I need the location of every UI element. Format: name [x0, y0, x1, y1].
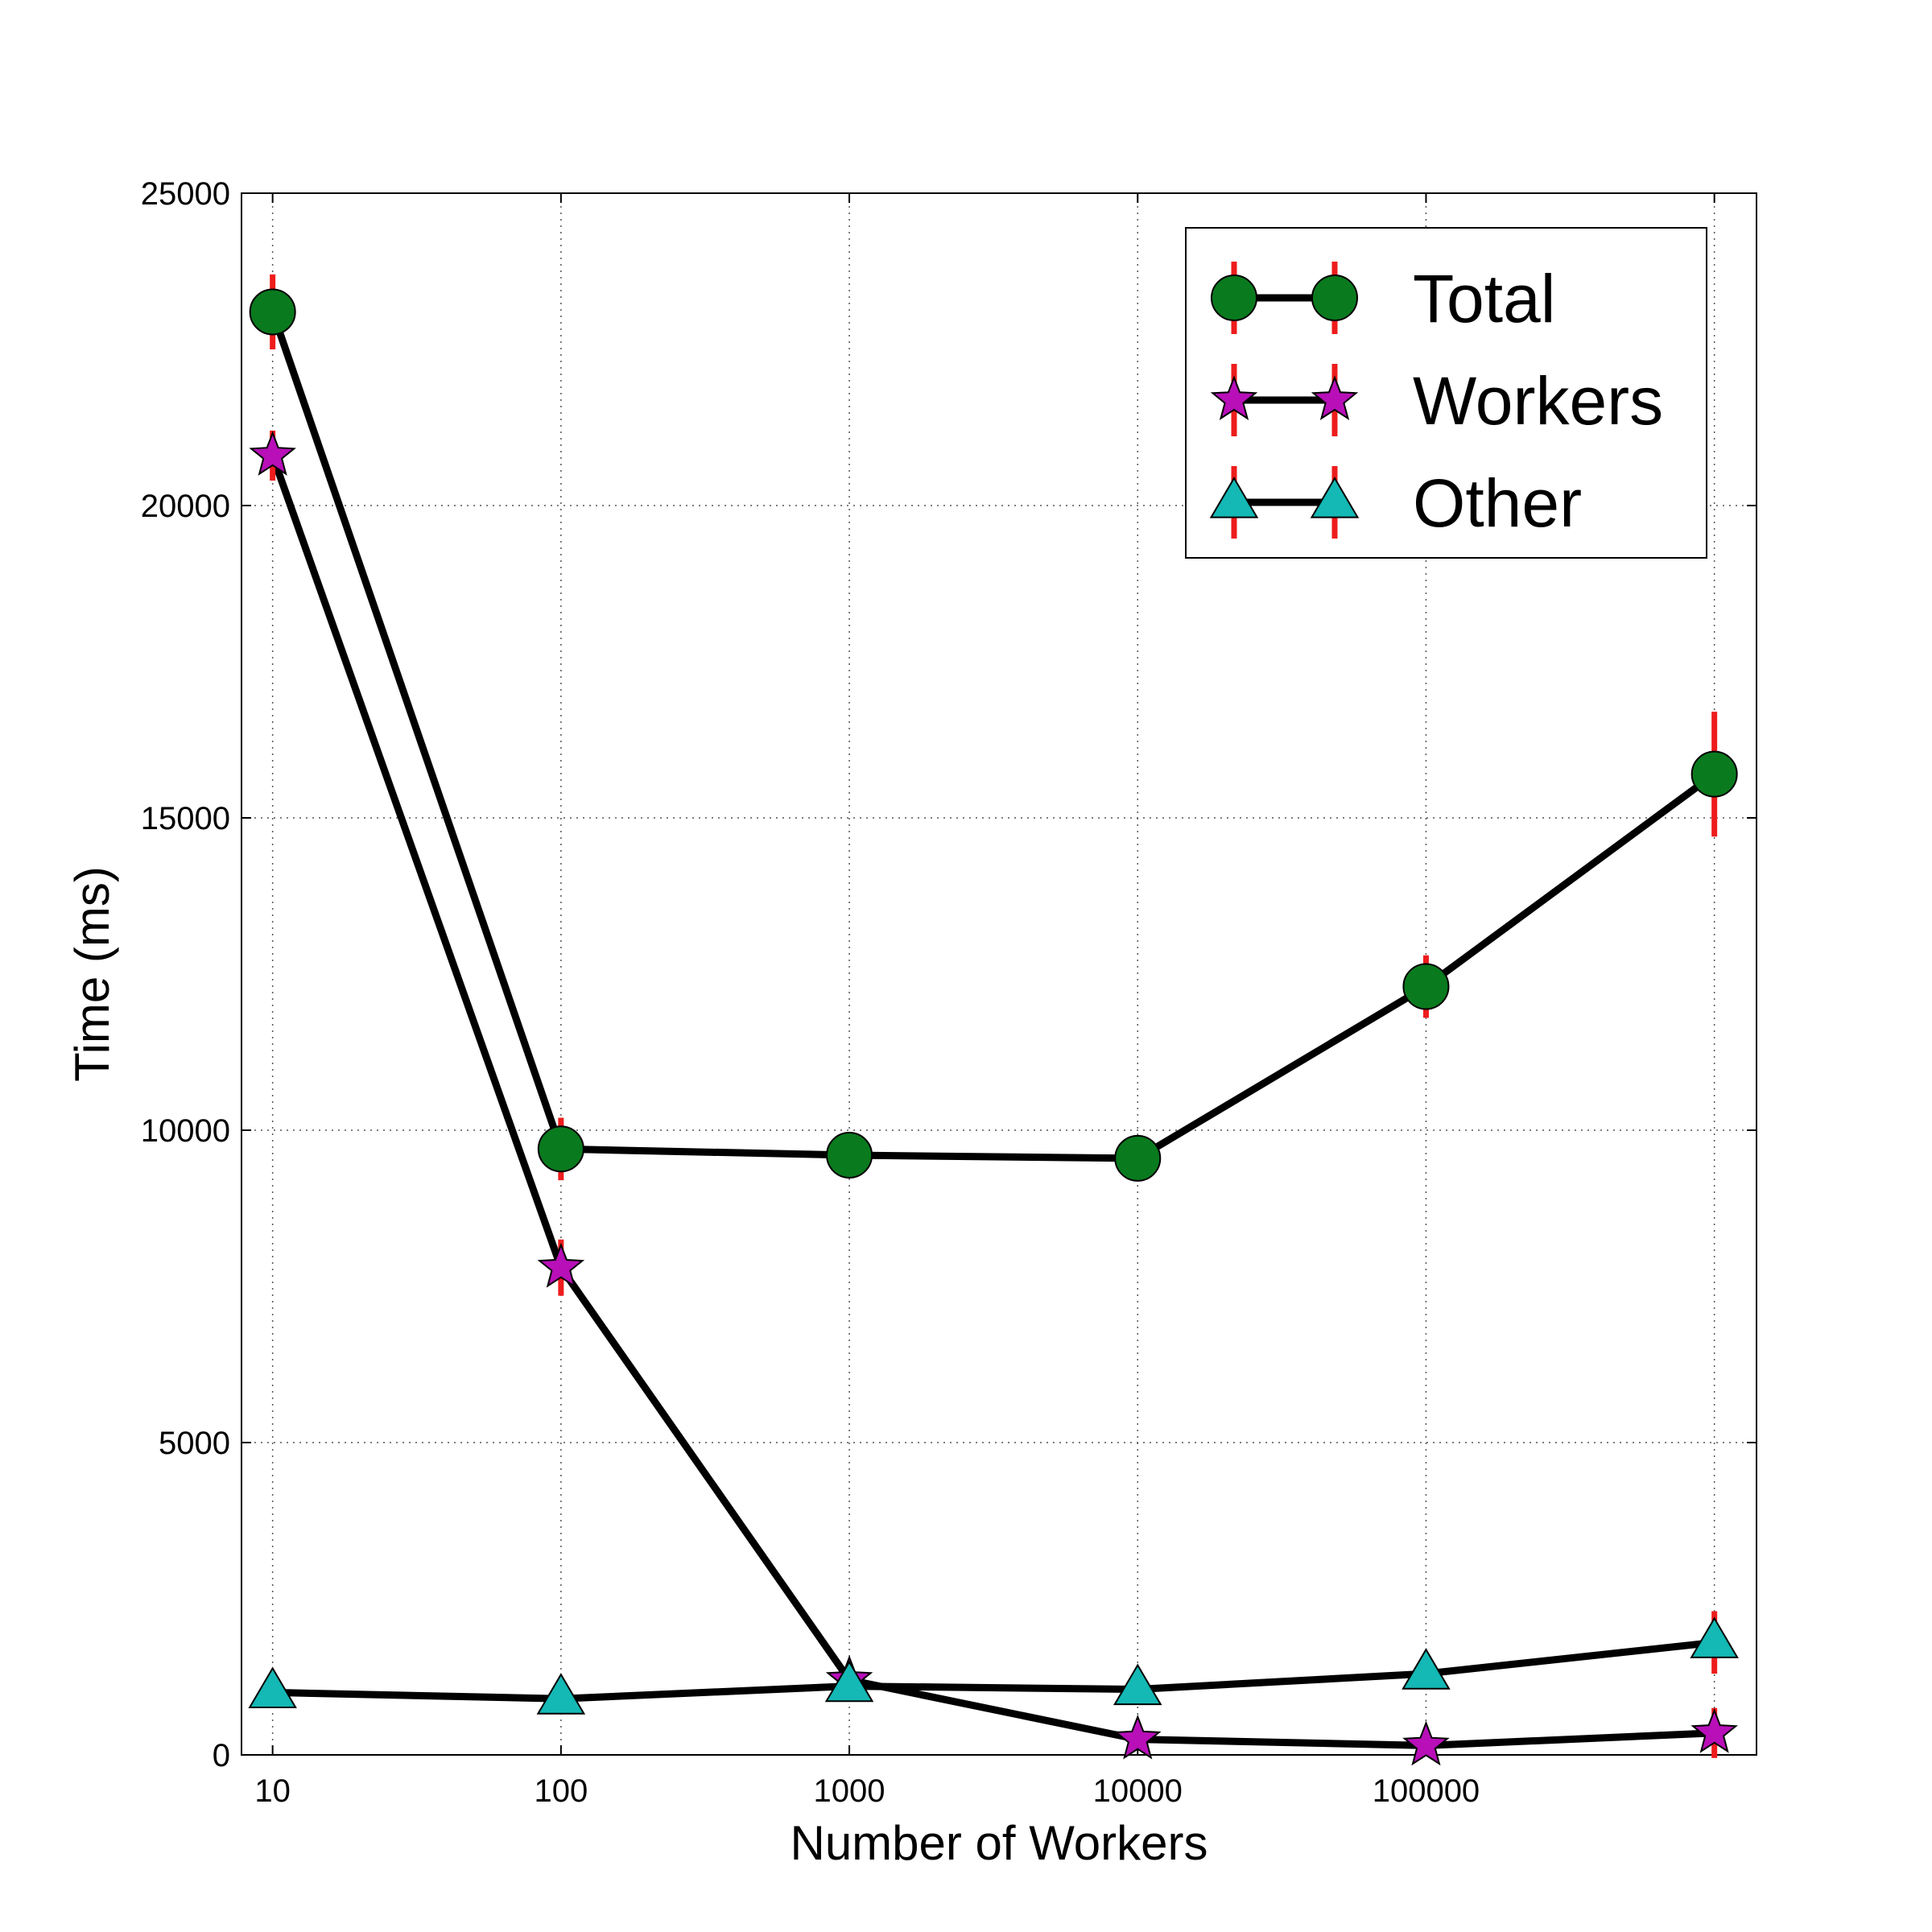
- series-line-workers: [269, 454, 1715, 1749]
- x-tick-label: 10: [254, 1773, 291, 1809]
- data-point-other: [1113, 1663, 1162, 1706]
- x-tick-label: 10000: [1093, 1773, 1183, 1809]
- data-point-workers: [249, 431, 296, 476]
- series-line-other: [272, 1638, 1715, 1703]
- y-axis-label: Time (ms): [65, 866, 119, 1082]
- data-point-total: [537, 1125, 584, 1173]
- data-point-total: [1114, 1134, 1162, 1182]
- data-point-other: [536, 1673, 586, 1715]
- legend-marker-other: [1209, 477, 1259, 518]
- data-markers: [248, 288, 1739, 1766]
- x-tick-label: 100000: [1373, 1773, 1480, 1809]
- axis-ticks: 10 100 1000 10000 100000 0 5000 10000 15000 20000…: [141, 176, 1757, 1809]
- y-tick-label: 10000: [141, 1113, 230, 1149]
- data-point-other: [248, 1666, 297, 1708]
- data-point-total: [249, 288, 296, 336]
- legend-label-workers: Workers: [1413, 363, 1663, 439]
- x-axis-label: Number of Workers: [790, 1816, 1208, 1870]
- legend: Total Workers Other: [1185, 227, 1707, 559]
- y-tick-label: 15000: [141, 801, 230, 836]
- y-tick-label: 5000: [159, 1426, 230, 1461]
- legend-label-other: Other: [1413, 465, 1582, 541]
- data-point-other: [1690, 1616, 1739, 1658]
- data-point-total: [1402, 963, 1450, 1010]
- y-tick-label: 20000: [141, 489, 230, 524]
- legend-marker-other: [1310, 477, 1360, 518]
- legend-marker-workers: [1311, 375, 1359, 420]
- data-point-workers: [1402, 1720, 1450, 1766]
- plot-area-frame: [241, 192, 1757, 1756]
- data-point-total: [1690, 750, 1738, 798]
- x-tick-label: 100: [534, 1773, 588, 1809]
- data-point-other: [824, 1660, 874, 1703]
- legend-label-total: Total: [1413, 261, 1555, 336]
- data-point-workers: [1690, 1708, 1738, 1753]
- y-tick-label: 0: [213, 1738, 230, 1773]
- y-tick-label: 25000: [141, 176, 230, 212]
- data-point-total: [826, 1132, 873, 1179]
- series-lines: [269, 310, 1717, 1749]
- legend-marker-total: [1211, 275, 1257, 321]
- data-point-workers: [1113, 1714, 1162, 1760]
- data-point-other: [1402, 1648, 1451, 1690]
- series-line-total: [269, 310, 1717, 1162]
- legend-marker-total: [1311, 275, 1358, 321]
- x-tick-label: 1000: [814, 1773, 886, 1809]
- data-point-workers: [537, 1242, 585, 1288]
- legend-marker-workers: [1210, 375, 1258, 420]
